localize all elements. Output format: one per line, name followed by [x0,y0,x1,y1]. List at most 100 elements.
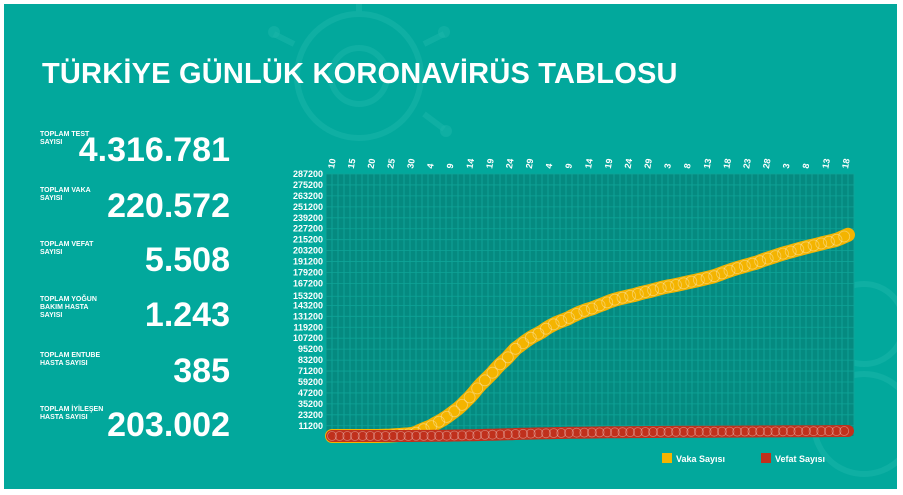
data-point-vaka [708,270,721,283]
data-point-vefat [457,430,467,441]
data-point-vefat [441,430,452,441]
data-point-vefat [602,427,613,438]
x-tick-label: 14 [583,158,595,170]
data-point-vefat [793,426,804,437]
legend-label: Vaka Sayısı [676,454,725,464]
data-point-vefat [502,429,513,440]
y-tick-label: 131200 [293,311,323,321]
data-point-vaka [662,280,675,293]
stat-value: 203.002 [107,406,230,444]
data-point-vefat [372,431,383,441]
stat-value: 1.243 [144,296,230,334]
data-point-vefat [411,430,422,441]
stat-value: 220.572 [107,187,230,225]
data-point-vaka [777,247,789,260]
x-tick-label: 13 [702,158,714,170]
data-point-vefat [739,426,750,437]
y-tick-label: 95200 [298,344,323,354]
data-point-vaka [540,322,552,335]
y-tick-label: 167200 [293,278,323,288]
y-tick-label: 153200 [293,291,323,301]
x-tick-label: 28 [761,158,773,170]
y-tick-label: 47200 [298,388,323,398]
y-tick-label: 215200 [293,235,323,245]
stat-vefat: TOPLAM VEFAT SAYISI 5.508 [40,241,230,281]
x-tick-label: 3 [781,163,792,170]
legend-label: Vefat Sayısı [775,454,825,464]
data-point-vefat [801,426,811,437]
virus-decoration-icon [268,4,897,477]
y-tick-label: 203200 [293,246,323,256]
x-tick-label: 24 [504,158,516,170]
data-point-vefat [694,426,704,437]
data-point-vaka [823,235,835,248]
y-tick-label: 71200 [298,366,323,376]
data-point-vaka [761,252,774,265]
data-point-vefat [617,427,628,438]
data-point-vaka [486,366,499,379]
data-point-vefat [533,428,544,439]
stat-label: TOPLAM VAKA SAYISI [40,187,91,202]
data-point-vefat [594,427,605,438]
y-tick-label: 191200 [293,257,323,267]
x-tick-label: 25 [385,158,397,170]
data-point-vaka [685,275,698,288]
stat-test: TOPLAM TEST SAYISI 4.316.781 [40,131,230,171]
data-point-vaka [800,241,812,254]
data-point-vaka [815,237,828,250]
cases-deaths-chart: 1120023200352004720059200712008320095200… [293,158,855,464]
data-point-vaka [586,302,598,315]
stat-label: TOPLAM İYİLEŞEN HASTA SAYISI [40,406,104,421]
data-point-vefat [548,428,559,439]
data-point-vaka [769,250,782,263]
y-tick-label: 59200 [298,377,323,387]
data-point-vefat [701,426,712,437]
y-tick-label: 119200 [293,322,323,332]
x-tick-label: 20 [366,158,378,170]
data-point-vaka [570,308,583,320]
data-point-vefat [541,428,551,439]
data-point-vaka [639,286,652,298]
data-point-vefat [839,426,850,436]
x-tick-label: 29 [642,158,654,170]
data-point-vaka [723,264,736,277]
data-point-vefat [609,427,620,438]
data-point-vefat [640,427,651,437]
data-point-vefat [655,426,666,437]
stat-yogun-bakim: TOPLAM YOĞUN BAKIM HASTA SAYISI 1.243 [40,296,230,336]
data-point-vaka [647,284,659,297]
data-point-vaka [700,272,713,285]
legend-swatch [662,453,672,463]
data-point-vefat [747,426,758,437]
stat-value: 385 [173,352,230,390]
data-point-vefat [380,431,391,441]
data-point-vefat [525,428,536,439]
series-line-vefat [326,425,854,442]
data-point-vaka [731,262,744,275]
data-point-vaka [547,318,560,331]
y-tick-label: 179200 [293,268,323,278]
data-point-vefat [587,427,597,438]
page-title: TÜRKİYE GÜNLÜK KORONAVİRÜS TABLOSU [42,58,678,90]
data-point-vefat [724,426,735,437]
y-tick-label: 251200 [293,202,323,212]
y-tick-label: 11200 [298,421,323,431]
data-point-vaka [654,282,667,295]
data-point-vaka [555,315,568,327]
data-point-vaka [532,327,545,340]
y-tick-label: 227200 [293,224,323,234]
data-point-vaka [631,288,644,300]
data-point-vefat [434,430,444,441]
data-point-vaka [501,351,514,364]
x-tick-label: 19 [603,158,615,170]
data-point-vaka [509,342,522,355]
y-tick-label: 143200 [293,300,323,310]
x-tick-label: 24 [623,158,635,170]
x-tick-label: 9 [445,163,456,170]
data-point-vefat [571,427,582,438]
data-point-vaka [471,382,484,395]
data-point-vaka [616,291,629,304]
data-point-vefat [464,430,475,441]
data-point-vefat [510,429,521,439]
data-point-vefat [495,429,506,440]
